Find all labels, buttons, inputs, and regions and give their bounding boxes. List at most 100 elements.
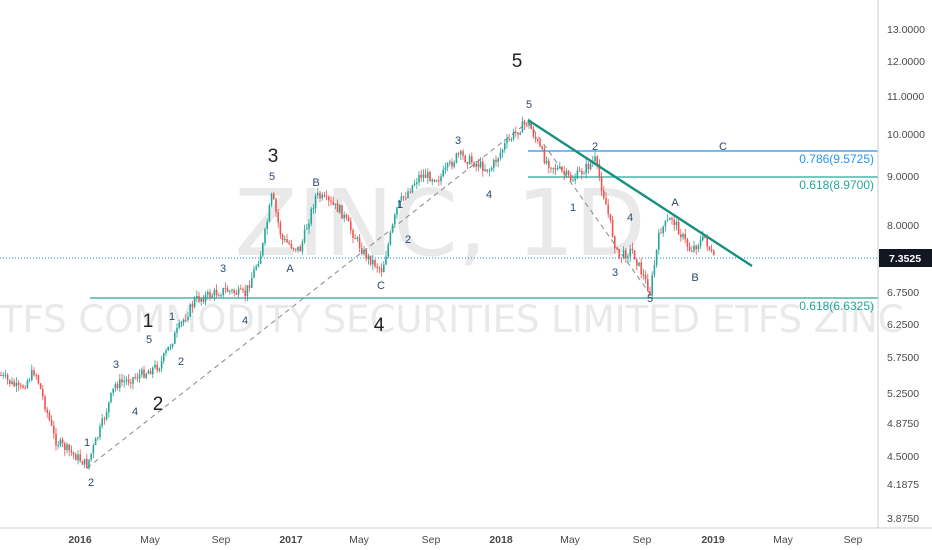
candle-body [70,450,73,453]
candle-body [427,172,429,178]
candle-body [308,223,310,229]
candle-body [446,163,449,168]
candle-body [101,418,103,427]
candle-body [413,183,416,186]
candle-body [138,374,141,379]
candle-body [328,196,330,201]
candle-body [167,346,169,351]
candle-body [99,426,101,438]
candle-body [6,374,9,380]
candle-body [484,169,486,171]
candle-body [482,161,484,171]
candle-body [114,384,117,389]
candle-body [220,295,222,297]
candle-body [196,296,198,299]
wave-label-small: 1 [397,199,403,211]
candle-body [310,208,312,224]
wave-label-large-5: 5 [512,51,523,72]
candle-body [416,182,418,184]
candle-body [281,234,284,240]
candle-body [35,375,37,377]
candle-body [631,248,634,251]
candle-body [11,381,13,384]
candle-body [365,250,367,260]
candle-body [517,132,519,135]
candle-body [242,289,244,291]
candle-body [350,221,352,231]
candle-body [288,242,290,244]
candle-body [202,298,205,302]
candle-body [46,409,48,413]
candle-body [552,167,554,169]
candle-body [521,121,524,133]
candle-body [363,250,365,254]
candle-body [325,196,328,198]
candle-body [431,179,433,182]
candle-body [378,267,381,269]
candle-body [174,332,176,344]
wave-label-small: 4 [132,406,138,418]
candle-body [224,288,227,289]
candle-body [442,169,444,177]
candle-body [418,174,420,183]
wave-label-small: 5 [146,334,152,346]
candle-body [301,241,304,252]
candle-body [374,260,376,267]
candle-body [455,153,458,163]
price-tick: 6.7500 [887,287,919,299]
candle-body [528,122,530,126]
trend-line[interactable] [527,118,753,268]
candle-body [523,121,526,125]
candle-body [589,163,592,169]
candle-body [343,214,345,219]
candle-body [669,218,671,220]
candle-body [411,185,414,193]
candle-body [191,304,194,307]
candle-body [83,458,86,465]
wave-label-small: 1 [84,437,90,449]
candle-body [603,190,605,199]
candle-body [306,228,308,230]
candle-body [499,152,502,159]
candle-body [189,304,191,317]
candle-body [262,243,264,256]
last-price-value: 7.3525 [889,253,921,265]
candle-body [72,452,75,455]
candle-body [354,237,356,239]
candle-body [345,214,348,218]
candle-body [376,266,378,268]
candle-body [295,248,297,251]
candle-body [605,198,607,205]
candle-body [567,170,570,175]
candle-body [449,161,451,164]
candle-body [475,163,477,167]
candle-body [600,177,603,191]
fib-label-0618-lower: 0.618(6.6325) [799,299,874,313]
price-tick: 4.1875 [887,479,919,491]
candle-body [94,438,97,446]
candle-body [9,379,11,384]
price-tick: 9.0000 [887,171,919,183]
candle-body [655,249,658,266]
candle-body [673,219,675,225]
candle-body [627,256,629,259]
candle-body [244,290,246,297]
candle-body [361,247,363,254]
candle-body [336,203,339,213]
wave-label-large-3: 3 [268,146,279,167]
candle-body [257,264,260,267]
candle-body [688,246,691,251]
candle-body [88,459,90,469]
wave-label-large-1: 1 [143,311,154,332]
candle-body [156,364,158,371]
price-tick: 13.0000 [887,24,925,36]
wave-label-small: 3 [455,135,461,147]
candle-body [31,370,33,380]
candle-body [44,396,46,410]
candle-body [625,250,627,259]
candle-body [22,385,24,388]
wave-label-small: 4 [486,189,492,201]
candle-body [581,171,583,174]
price-tick: 5.2500 [887,388,919,400]
